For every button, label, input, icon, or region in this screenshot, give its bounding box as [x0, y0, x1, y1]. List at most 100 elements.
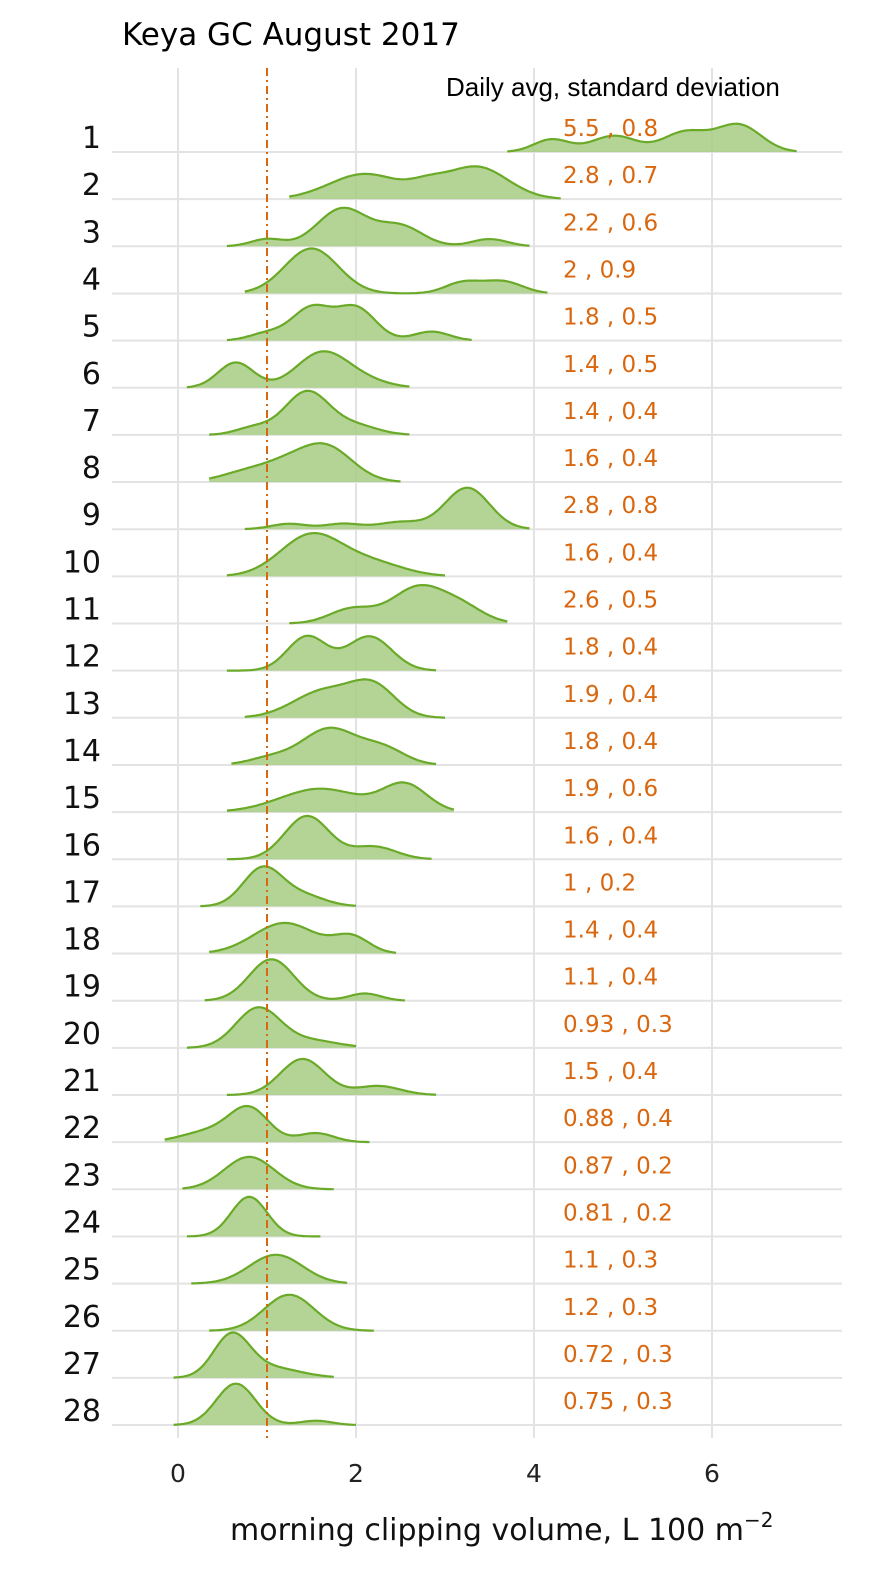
density-area-day-27	[173, 1332, 334, 1378]
x-tick-label: 4	[526, 1459, 542, 1488]
density-curve-day-20	[186, 1006, 357, 1049]
density-area-day-21	[226, 1059, 437, 1095]
chart-subtitle: Daily avg, standard deviation	[446, 72, 780, 102]
day-label: 9	[82, 498, 101, 533]
stat-label: 2 , 0.9	[563, 257, 636, 283]
density-curve-day-14	[231, 726, 437, 766]
day-label: 5	[82, 310, 101, 345]
stat-label: 1.6 , 0.4	[563, 540, 658, 566]
stat-label: 1.1 , 0.3	[563, 1248, 658, 1274]
density-area-day-15	[226, 782, 454, 813]
density-curve-day-24	[186, 1195, 321, 1238]
day-label: 2	[82, 168, 101, 203]
stat-label: 0.72 , 0.3	[563, 1342, 673, 1368]
x-tick-label: 0	[170, 1459, 186, 1488]
day-label: 14	[63, 734, 101, 769]
density-curve-day-6	[186, 350, 410, 389]
day-label: 21	[63, 1064, 101, 1099]
stat-label: 2.6 , 0.5	[563, 588, 658, 614]
density-curve-day-25	[191, 1253, 348, 1285]
day-label: 12	[63, 640, 101, 675]
density-curve-day-9	[244, 486, 530, 531]
day-label: 13	[63, 687, 101, 722]
density-area-day-6	[186, 351, 410, 388]
stat-label: 0.93 , 0.3	[563, 1012, 673, 1038]
day-label: 16	[63, 828, 101, 863]
density-area-day-4	[244, 248, 548, 294]
row-labels: 1 5.5 , 0.8 2 2.8 , 0.7 3 2.2 , 0.6 4 2 , 0.9 5 1…	[63, 116, 673, 1429]
day-label: 7	[82, 404, 101, 439]
stat-label: 1.8 , 0.4	[563, 729, 658, 755]
density-curve-day-11	[289, 584, 508, 625]
stat-label: 2.2 , 0.6	[563, 210, 658, 236]
stat-label: 1.6 , 0.4	[563, 446, 658, 472]
density-curve-day-2	[289, 165, 561, 200]
stat-label: 0.75 , 0.3	[563, 1389, 673, 1415]
stat-label: 0.81 , 0.2	[563, 1200, 673, 1226]
density-curve-day-1	[507, 122, 797, 153]
day-label: 8	[82, 451, 101, 486]
density-area-day-8	[209, 443, 401, 483]
ridge-plots	[164, 122, 797, 1426]
density-curve-day-15	[226, 781, 455, 812]
stat-label: 1.6 , 0.4	[563, 823, 658, 849]
density-area-day-12	[226, 635, 437, 671]
stat-label: 1.4 , 0.4	[563, 399, 658, 425]
stat-label: 1.4 , 0.5	[563, 352, 658, 378]
density-area-day-13	[244, 679, 445, 718]
density-curve-day-21	[226, 1057, 437, 1096]
x-tick-label: 2	[348, 1459, 364, 1488]
stat-label: 1.9 , 0.4	[563, 682, 658, 708]
day-label: 20	[63, 1017, 101, 1052]
density-curve-day-27	[173, 1331, 334, 1379]
density-area-day-9	[244, 487, 530, 530]
day-label: 19	[63, 970, 101, 1005]
density-curve-day-10	[226, 532, 446, 577]
density-area-day-24	[186, 1196, 321, 1237]
day-label: 18	[63, 923, 101, 958]
density-curve-day-26	[209, 1293, 374, 1332]
stat-label: 2.8 , 0.8	[563, 493, 658, 519]
x-axis-ticks: 0 2 4 6	[170, 1459, 720, 1488]
density-area-day-3	[226, 207, 530, 247]
density-curve-day-18	[209, 921, 397, 954]
day-label: 15	[63, 781, 101, 816]
density-curve-day-8	[208, 442, 401, 483]
stat-label: 1.5 , 0.4	[563, 1059, 658, 1085]
density-curve-day-3	[226, 206, 530, 248]
density-curve-day-23	[182, 1155, 334, 1191]
density-curve-day-13	[244, 678, 445, 719]
density-area-day-25	[191, 1254, 348, 1284]
density-area-day-20	[186, 1007, 356, 1048]
stat-label: 1.8 , 0.5	[563, 305, 658, 331]
day-label: 22	[63, 1111, 101, 1146]
density-curve-day-12	[226, 634, 437, 672]
density-area-day-14	[231, 727, 437, 765]
day-label: 1	[82, 121, 101, 156]
density-curve-day-5	[226, 303, 472, 342]
density-area-day-28	[173, 1383, 356, 1426]
density-curve-day-19	[204, 958, 405, 1002]
density-area-day-23	[182, 1156, 334, 1190]
day-label: 26	[63, 1300, 101, 1335]
day-label: 28	[63, 1394, 101, 1429]
day-label: 11	[63, 593, 101, 628]
density-area-day-10	[226, 533, 445, 577]
stat-label: 1.2 , 0.3	[563, 1295, 658, 1321]
day-label: 6	[82, 357, 101, 392]
density-curve-day-7	[209, 389, 410, 436]
density-area-day-17	[200, 866, 356, 907]
x-axis-label-text: morning clipping volume, L 100 m	[230, 1513, 744, 1548]
stat-label: 0.87 , 0.2	[563, 1153, 673, 1179]
x-axis-label-superscript: −2	[744, 1508, 773, 1532]
chart-title: Keya GC August 2017	[122, 17, 460, 53]
day-label: 27	[63, 1347, 101, 1382]
density-area-day-1	[507, 123, 797, 152]
day-label: 24	[63, 1205, 101, 1240]
stat-label: 0.88 , 0.4	[563, 1106, 673, 1132]
stat-label: 1.8 , 0.4	[563, 635, 658, 661]
x-axis-label: morning clipping volume, L 100 m−2	[230, 1508, 773, 1548]
day-label: 17	[63, 875, 101, 910]
density-area-day-16	[226, 815, 432, 860]
